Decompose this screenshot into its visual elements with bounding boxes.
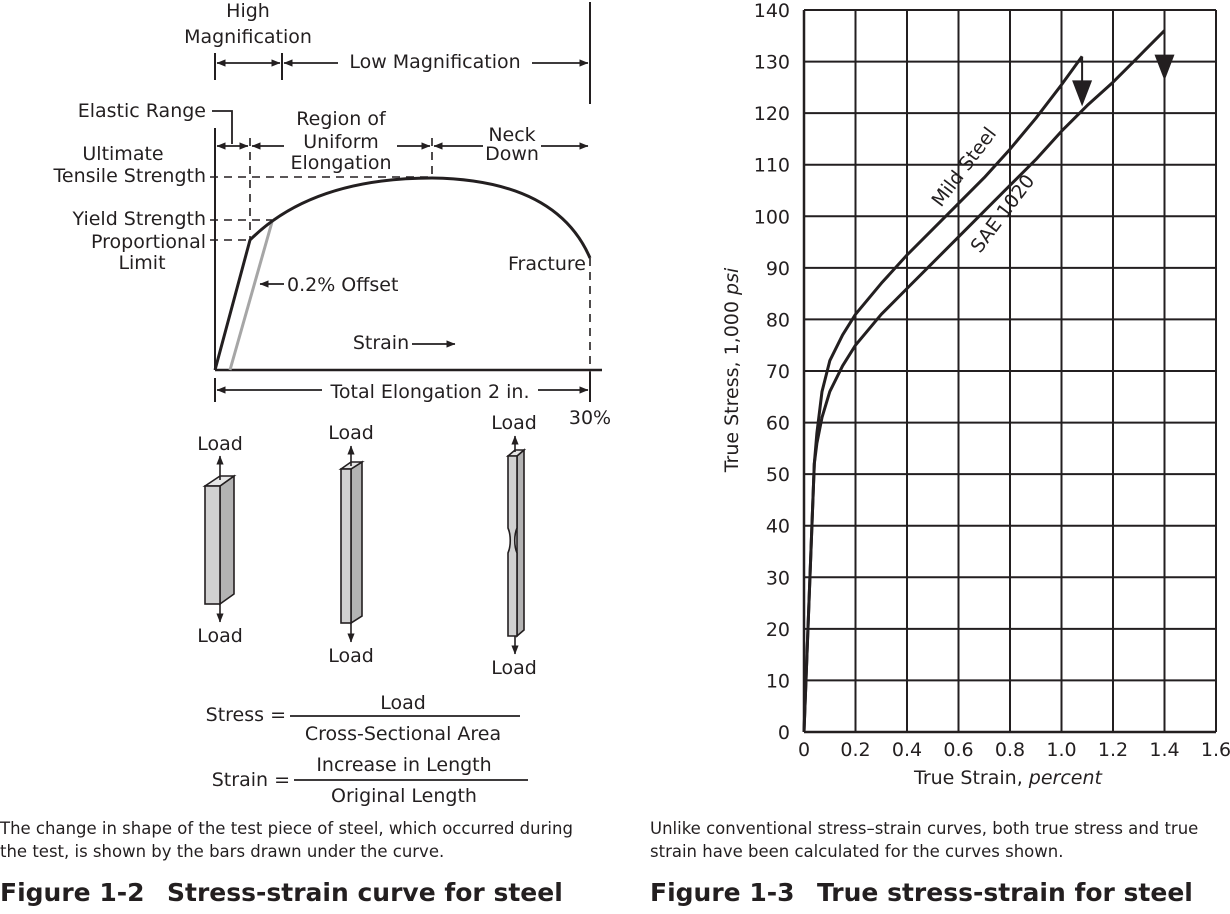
elastic-leader	[212, 110, 233, 144]
load-label: Load	[197, 625, 243, 647]
strain-formula-lhs: Strain =	[212, 769, 290, 791]
y-axis-label-main: True Stress, 1,000	[721, 295, 743, 473]
ultimate-label-line2: Tensile Strength	[53, 165, 206, 187]
y-tick-label: 100	[754, 206, 790, 228]
x-tick-label: 1.0	[1046, 739, 1076, 761]
load-label: Load	[491, 412, 537, 434]
specimen-original	[202, 455, 237, 623]
stress-strain-curve	[213, 176, 592, 371]
right-caption: Unlike conventional stress–strain curves…	[650, 819, 1199, 861]
x-tick-label: 1.6	[1201, 739, 1230, 761]
yield-strength-label: Yield Strength	[72, 208, 206, 230]
low-magnification-label: Low Magnification	[349, 51, 520, 73]
x-tick-label: 0.6	[943, 739, 973, 761]
chart-grid	[802, 9, 1217, 734]
fracture-label: Fracture	[508, 253, 586, 275]
y-tick-label: 40	[766, 516, 790, 538]
x-tick-label: 0.2	[840, 739, 870, 761]
x-tick-label: 1.2	[1098, 739, 1128, 761]
stress-formula-lhs: Stress =	[206, 704, 286, 726]
y-tick-label: 70	[766, 361, 790, 383]
region-uniform-label-line1: Region of	[296, 108, 387, 130]
y-tick-label: 50	[766, 464, 790, 486]
x-tick-labels: 0 0.2 0.4 0.6 0.8 1.0 1.2 1.4 1.6	[798, 739, 1230, 761]
region-uniform-label-line3: Elongation	[290, 152, 391, 174]
x-axis-label-main: True Strain,	[913, 767, 1029, 789]
specimen-elongated-front	[340, 468, 352, 624]
neck-down-label-line1: Neck	[488, 124, 535, 146]
y-tick-label: 30	[766, 567, 790, 589]
high-magnification-label-line2: Magnification	[184, 26, 312, 48]
x-tick-label: 1.4	[1149, 739, 1179, 761]
series-line-mild-steel	[802, 55, 1084, 733]
x-axis-label: True Strain, percent	[913, 767, 1104, 789]
y-axis-label: True Stress, 1,000 psi	[721, 267, 743, 473]
y-tick-label: 80	[766, 309, 790, 331]
fracture-arrows	[1072, 30, 1175, 107]
specimen-original-side	[219, 474, 235, 606]
y-tick-label: 120	[754, 103, 790, 125]
left-figure-number: Figure 1-2	[0, 878, 145, 907]
specimen-original-front	[204, 485, 221, 605]
high-magnification-label-line1: High	[226, 0, 270, 22]
strain-formula-denominator: Original Length	[331, 785, 477, 807]
chart-series	[802, 29, 1166, 733]
right-figure-title: True stress-strain for steel	[817, 878, 1193, 907]
region-uniform-label-line2: Uniform	[303, 131, 379, 153]
right-figure-heading: Figure 1-3 True stress-strain for steel	[650, 878, 1193, 907]
specimen-necked	[505, 435, 527, 655]
true-stress-chart: 0 0.2 0.4 0.6 0.8 1.0 1.2 1.4 1.6 0 10 20 30 40 50 60 7…	[721, 0, 1230, 789]
neck-down-label-line2: Down	[485, 143, 539, 165]
y-tick-label: 60	[766, 413, 790, 435]
load-labels: Load Load Load Load Load Load	[197, 412, 537, 679]
left-figure-heading: Figure 1-2 Stress-strain curve for steel	[0, 878, 563, 907]
stress-formula-numerator: Load	[380, 692, 426, 714]
strain-formula-numerator: Increase in Length	[316, 754, 491, 776]
y-tick-labels: 0 10 20 30 40 50 60 70 80 90 100 110 120 130 140	[754, 0, 790, 744]
right-figure-number: Figure 1-3	[650, 878, 795, 907]
specimen-elongated	[338, 445, 365, 643]
stress-strain-labels: High Magnification Low Magnification Ela…	[53, 0, 612, 429]
fracture-arrow-head	[1154, 54, 1175, 81]
load-label: Load	[197, 433, 243, 455]
y-tick-label: 20	[766, 619, 790, 641]
offset-line	[228, 221, 274, 371]
elastic-range-label: Elastic Range	[78, 100, 206, 122]
series-line-sae-1020	[802, 29, 1166, 733]
fracture-arrow-head	[1072, 80, 1093, 107]
specimen-elongated-side	[350, 460, 363, 625]
stress-formula-denominator: Cross-Sectional Area	[305, 723, 501, 745]
x-axis-label-unit: percent	[1028, 767, 1104, 789]
y-axis-label-unit: psi	[721, 267, 743, 296]
load-label: Load	[328, 645, 374, 667]
left-figure-title: Stress-strain curve for steel	[167, 878, 563, 907]
proportional-limit-label-line2: Limit	[118, 252, 165, 274]
y-tick-label: 110	[754, 155, 790, 177]
specimen-necked-side	[516, 448, 525, 638]
thirty-percent-label: 30%	[569, 407, 611, 429]
total-elongation-label: Total Elongation 2 in.	[330, 381, 530, 403]
x-tick-label: 0	[798, 739, 810, 761]
y-tick-label: 10	[766, 670, 790, 692]
proportional-limit-label-line1: Proportional	[91, 231, 206, 253]
load-label: Load	[491, 657, 537, 679]
specimen-necked-front	[507, 455, 518, 637]
left-caption: The change in shape of the test piece of…	[0, 819, 573, 861]
formulas: Stress = Load Cross-Sectional Area Strai…	[206, 692, 528, 807]
test-specimens	[202, 435, 527, 655]
y-tick-label: 90	[766, 258, 790, 280]
y-tick-label: 140	[754, 0, 790, 22]
x-tick-label: 0.8	[995, 739, 1025, 761]
y-tick-label: 130	[754, 52, 790, 74]
x-tick-label: 0.4	[892, 739, 922, 761]
stress-strain-diagram	[210, 2, 602, 402]
offset-label: 0.2% Offset	[287, 274, 398, 296]
ultimate-label-line1: Ultimate	[82, 143, 163, 165]
load-label: Load	[328, 422, 374, 444]
strain-axis-label: Strain	[353, 332, 409, 354]
y-tick-label: 0	[778, 722, 790, 744]
